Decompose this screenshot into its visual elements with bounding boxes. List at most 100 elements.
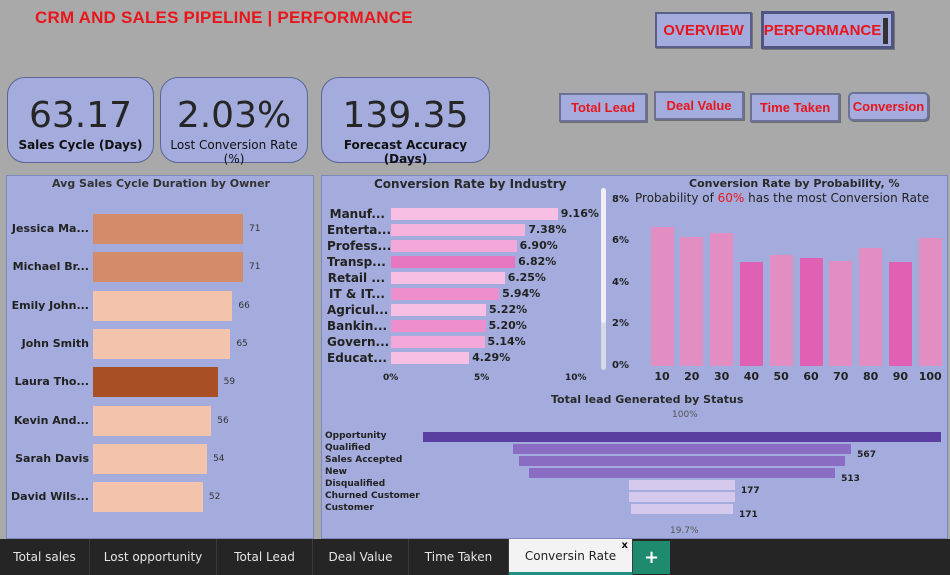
owner-bar <box>93 252 243 283</box>
tab-lost-opportunity[interactable]: Lost opportunity <box>90 539 217 575</box>
probability-bar <box>859 248 883 366</box>
probability-bar <box>888 262 912 366</box>
deal-value-button[interactable]: Deal Value <box>654 91 744 120</box>
owner-bar <box>93 405 212 436</box>
probability-bar <box>918 238 942 366</box>
owner-label: Michael Br... <box>12 260 89 274</box>
owner-chart-title: Avg Sales Cycle Duration by Owner <box>52 177 270 190</box>
overview-nav-button[interactable]: OVERVIEW <box>655 12 752 48</box>
owner-label: David Wils... <box>11 490 89 504</box>
industry-value: 9.16% <box>560 207 599 220</box>
owner-value: 65 <box>236 338 248 349</box>
probability-y-tick: 2% <box>612 318 629 330</box>
industry-bar <box>391 208 558 220</box>
probability-bar <box>829 260 853 366</box>
owner-value: 71 <box>249 262 261 273</box>
industry-x-tick: 10% <box>565 373 587 383</box>
kpi-label: Lost Conversion Rate (%) <box>170 138 298 166</box>
kpi-value: 139.35 <box>342 95 469 136</box>
probability-x-tick: 100 <box>918 370 942 383</box>
funnel-value: 513 <box>841 474 860 484</box>
industry-bar <box>391 352 470 364</box>
tab-deal-value[interactable]: Deal Value <box>313 539 409 575</box>
industry-value: 5.14% <box>487 335 526 348</box>
owner-value: 56 <box>217 415 229 426</box>
probability-y-tick: 8% <box>612 193 629 205</box>
add-tab-button[interactable]: + <box>633 541 670 574</box>
industry-label: Bankin... <box>327 319 388 333</box>
probability-x-tick: 60 <box>803 370 819 383</box>
probability-x-tick: 50 <box>773 370 789 383</box>
owner-label: Jessica Ma... <box>11 222 89 235</box>
industry-value: 5.20% <box>488 319 527 332</box>
probability-x-tick: 30 <box>713 370 730 383</box>
close-tab-icon[interactable]: x <box>621 540 628 551</box>
industry-bar <box>391 256 516 268</box>
funnel-chart-title: Total lead Generated by Status <box>551 393 744 406</box>
industry-value: 5.94% <box>502 287 541 300</box>
probability-bar <box>650 226 674 366</box>
industry-bar <box>391 320 486 332</box>
funnel-bar <box>423 432 941 442</box>
owner-label: Sarah Davis <box>15 451 89 465</box>
industry-label: Transp... <box>327 255 386 269</box>
total-lead-button[interactable]: Total Lead <box>559 93 647 122</box>
industry-label: Profess... <box>327 239 392 253</box>
industry-bar <box>391 240 517 252</box>
funnel-value: 567 <box>857 450 876 460</box>
funnel-label: Opportunity <box>325 431 387 441</box>
kpi-forecast-accuracy: 139.35 Forecast Accuracy (Days) <box>321 77 490 166</box>
kpi-value: 63.17 <box>28 95 133 136</box>
owner-value: 71 <box>249 224 261 234</box>
owner-value: 59 <box>223 377 236 388</box>
industry-bar <box>391 336 485 348</box>
tab-conversion-rate-label: Conversin Rate <box>524 548 617 563</box>
funnel-bar <box>518 456 846 466</box>
industry-bar <box>391 272 505 284</box>
funnel-label: Customer <box>325 503 374 513</box>
industry-value: 6.25% <box>507 271 546 284</box>
industry-bar <box>391 224 526 236</box>
kpi-lost-conversion: 2.03% Lost Conversion Rate (%) <box>160 77 308 166</box>
tab-time-taken[interactable]: Time Taken <box>409 539 509 575</box>
kpi-label: Forecast Accuracy (Days) <box>343 138 468 166</box>
probability-bar <box>739 262 763 366</box>
funnel-label: Churned Customer <box>325 491 420 501</box>
probability-y-tick: 6% <box>612 235 629 247</box>
funnel-bar <box>512 444 852 454</box>
tab-total-lead[interactable]: Total Lead <box>217 539 313 575</box>
kpi-label: Sales Cycle (Days) <box>18 138 143 152</box>
owner-label: Kevin And... <box>13 413 89 427</box>
probability-y-tick: 4% <box>612 276 629 288</box>
performance-nav-button[interactable]: PERFORMANCE <box>761 11 894 49</box>
kpi-value: 2.03% <box>176 95 292 136</box>
probability-bar <box>710 232 734 366</box>
probability-chart: 0% 2% 4% 6% 8% 10 20 30 40 50 60 70 80 90 100 <box>607 176 947 391</box>
industry-x-tick: 5% <box>474 373 490 383</box>
funnel-top-label: 100% <box>672 410 698 420</box>
funnel-bar <box>528 468 836 478</box>
industry-chart: Manuf... 9.16% Enterta... 7.38% Profess... 6.… <box>322 176 602 391</box>
owner-label: John Smith <box>21 336 89 350</box>
industry-label: IT & IT... <box>329 287 385 301</box>
industry-label: Enterta... <box>327 223 392 237</box>
industry-value: 5.22% <box>489 303 528 316</box>
industry-scrollbar[interactable] <box>601 188 606 370</box>
industry-value: 4.29% <box>472 351 511 364</box>
time-taken-button[interactable]: Time Taken <box>750 93 840 122</box>
industry-x-tick: 0% <box>383 373 399 383</box>
industry-scrollbar-thumb[interactable] <box>601 188 606 323</box>
tab-conversion-rate[interactable]: Conversin Rate x <box>509 539 633 575</box>
tab-total-sales[interactable]: Total sales <box>0 539 90 575</box>
text-cursor <box>883 18 888 44</box>
industry-label: Manuf... <box>329 207 385 221</box>
conversion-button[interactable]: Conversion <box>848 92 929 121</box>
industry-value: 6.82% <box>518 255 557 268</box>
industry-label: Govern... <box>327 335 390 349</box>
owner-chart: Jessica Ma... 71 Michael Br... 71 Emily John… <box>7 176 315 540</box>
industry-chart-title: Conversion Rate by Industry <box>374 177 567 191</box>
industry-value: 7.38% <box>528 223 567 236</box>
funnel-bar <box>630 504 734 514</box>
owner-bar <box>93 214 243 244</box>
owner-bar <box>93 328 231 359</box>
